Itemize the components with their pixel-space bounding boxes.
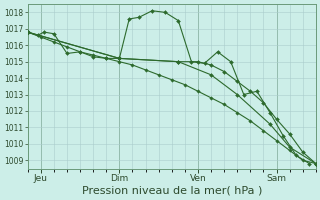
X-axis label: Pression niveau de la mer( hPa ): Pression niveau de la mer( hPa ) (82, 186, 262, 196)
